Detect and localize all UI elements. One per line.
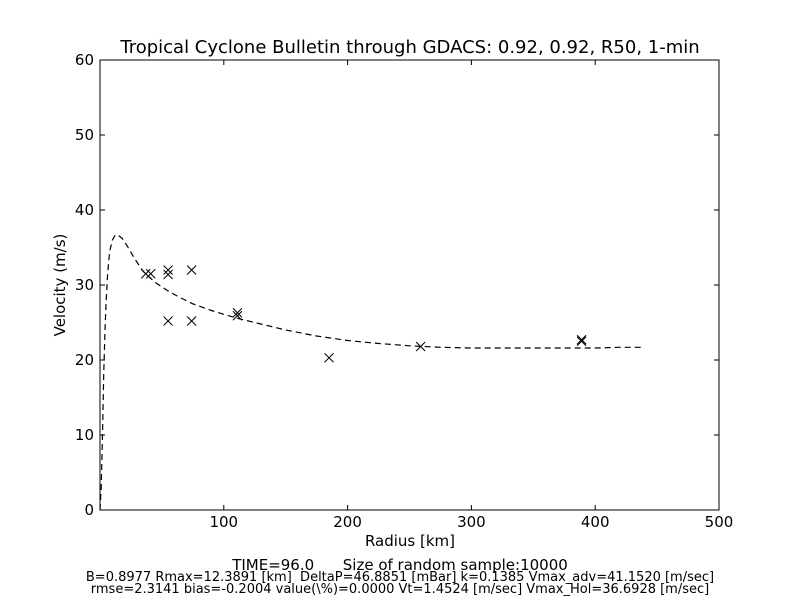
footer-statistics: rmse=2.3141 bias=-0.2004 value(\%)=0.000… bbox=[90, 582, 710, 597]
footer-parameters: B=0.8977 Rmax=12.3891 [km] DeltaP=46.885… bbox=[85, 570, 715, 585]
axis-ticks: 100 200 300 400 500 0 10 20 30 40 50 60 bbox=[75, 51, 733, 531]
data-point bbox=[576, 334, 587, 345]
x-tick-label: 500 bbox=[705, 513, 734, 531]
data-point bbox=[163, 269, 173, 280]
y-tick-label: 0 bbox=[84, 501, 94, 519]
x-axis-label: Radius [km] bbox=[365, 532, 455, 550]
data-point bbox=[186, 265, 197, 275]
x-tick-label: 200 bbox=[333, 513, 362, 531]
y-axis-label: Velocity (m/s) bbox=[51, 234, 69, 337]
y-tick-label: 50 bbox=[75, 126, 94, 144]
data-point bbox=[163, 316, 173, 326]
plot-content bbox=[99, 234, 641, 511]
y-tick-label: 30 bbox=[75, 276, 94, 294]
series-line bbox=[99, 234, 641, 511]
plot-frame bbox=[99, 59, 720, 511]
data-point bbox=[324, 352, 334, 363]
data-point bbox=[232, 307, 243, 318]
y-tick-label: 40 bbox=[75, 201, 94, 219]
y-tick-label: 10 bbox=[75, 426, 94, 444]
chart-title: Tropical Cyclone Bulletin through GDACS:… bbox=[119, 37, 699, 58]
data-point bbox=[145, 268, 156, 279]
y-tick-label: 60 bbox=[75, 51, 94, 69]
data-point bbox=[186, 316, 197, 326]
footer-time-sample: TIME=96.0 Size of random sample:10000 bbox=[232, 556, 568, 574]
data-point bbox=[163, 265, 173, 275]
data-point bbox=[576, 336, 587, 347]
x-tick-label: 400 bbox=[581, 513, 610, 531]
y-tick-label: 20 bbox=[75, 351, 94, 369]
x-tick-label: 300 bbox=[457, 513, 486, 531]
x-tick-label: 100 bbox=[209, 513, 238, 531]
